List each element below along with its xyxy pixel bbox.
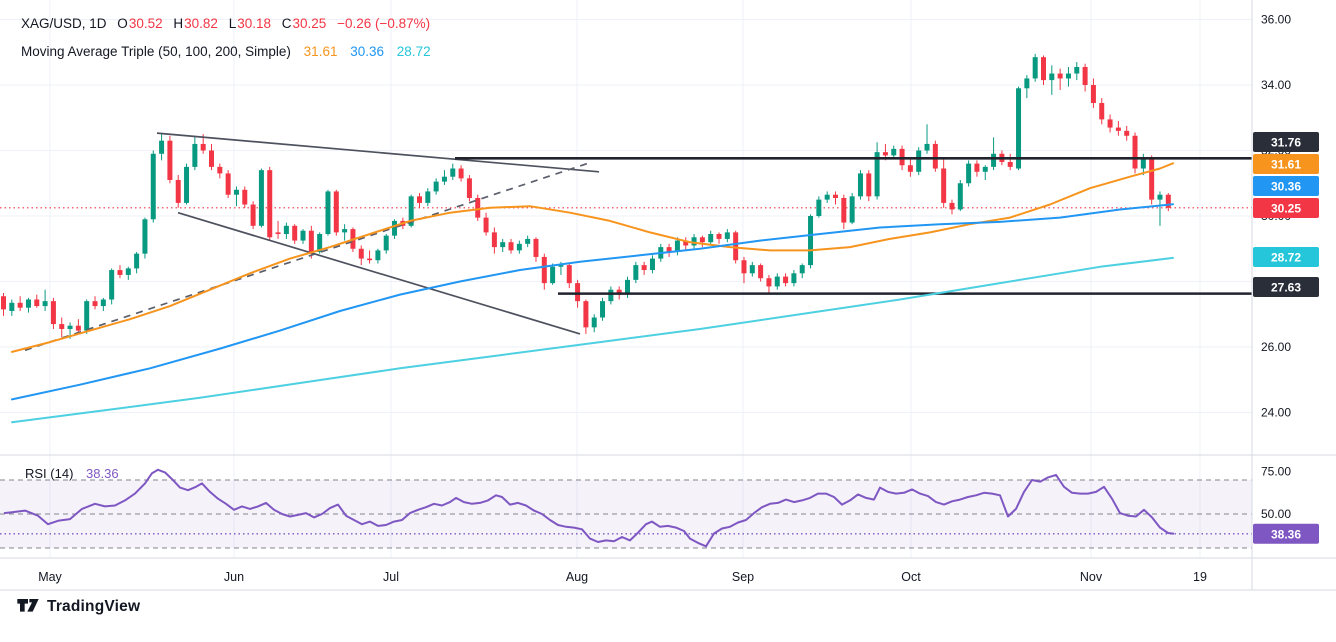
price-badge — [1253, 277, 1319, 297]
svg-text:26.00: 26.00 — [1261, 340, 1291, 354]
svg-text:Aug: Aug — [566, 570, 588, 584]
svg-text:36.00: 36.00 — [1261, 13, 1291, 27]
svg-text:Oct: Oct — [901, 570, 921, 584]
price-badge — [1253, 247, 1319, 267]
time-axis[interactable]: May Jun Jul Aug Sep Oct Nov 19 — [38, 570, 1207, 584]
change-value: −0.26 (−0.87%) — [337, 16, 431, 31]
pane-borders — [0, 0, 1336, 591]
ma100-line — [11, 203, 1174, 401]
svg-text:31.76: 31.76 — [1271, 136, 1301, 150]
svg-text:19: 19 — [1193, 570, 1207, 584]
tradingview-mark-icon — [17, 599, 39, 612]
svg-text:31.61: 31.61 — [1271, 158, 1301, 172]
candles-layer — [1, 53, 1171, 339]
high-label: H — [173, 16, 184, 31]
svg-text:75.00: 75.00 — [1261, 465, 1291, 479]
svg-text:28.72: 28.72 — [1271, 251, 1301, 265]
main-legend: XAG/USD, 1D O30.52 H30.82 L30.18 C30.25 … — [21, 14, 431, 62]
svg-text:34.00: 34.00 — [1261, 78, 1291, 92]
rsi-legend: RSI (14) 38.36 — [25, 466, 119, 481]
symbol-legend-row: XAG/USD, 1D O30.52 H30.82 L30.18 C30.25 … — [21, 14, 431, 34]
indicator-title[interactable]: Moving Average Triple (50, 100, 200, Sim… — [21, 44, 291, 59]
svg-text:May: May — [38, 570, 62, 584]
svg-text:30.36: 30.36 — [1271, 180, 1301, 194]
close-value: 30.25 — [292, 16, 327, 31]
ma200-value: 28.72 — [396, 44, 431, 59]
rsi-line — [3, 468, 1175, 548]
svg-text:27.63: 27.63 — [1271, 281, 1301, 295]
axis-mask — [1253, 0, 1336, 642]
price-badge — [1253, 176, 1319, 196]
rsi-axis[interactable]: 75.00 50.00 — [1261, 465, 1291, 522]
price-badge — [1253, 198, 1319, 218]
high-value: 30.82 — [184, 16, 218, 31]
moving-averages — [11, 162, 1174, 424]
tradingview-logo[interactable]: TradingView — [16, 596, 140, 618]
low-label: L — [228, 16, 237, 31]
open-value: 30.52 — [128, 16, 163, 31]
rsi-title[interactable]: RSI (14) — [25, 466, 74, 481]
ma50-line — [11, 162, 1174, 353]
open-label: O — [117, 16, 128, 31]
rsi-series — [3, 468, 1175, 548]
ma200-line — [11, 256, 1174, 424]
svg-text:Jul: Jul — [383, 570, 399, 584]
svg-text:Sep: Sep — [732, 570, 754, 584]
price-badge — [1253, 154, 1319, 174]
low-value: 30.18 — [237, 16, 271, 31]
close-label: C — [281, 16, 292, 31]
rsi-badge — [1253, 523, 1319, 544]
indicator-legend-row: Moving Average Triple (50, 100, 200, Sim… — [21, 42, 431, 62]
price-axis-badges: 31.76 31.61 30.36 30.25 28.72 27.63 38.36 — [1253, 132, 1319, 544]
svg-text:Nov: Nov — [1080, 570, 1103, 584]
svg-text:24.00: 24.00 — [1261, 406, 1291, 420]
symbol-title[interactable]: XAG/USD, 1D — [21, 16, 107, 31]
tradingview-brand-text: TradingView — [47, 598, 141, 615]
ma50-value: 31.61 — [303, 44, 338, 59]
svg-text:Jun: Jun — [224, 570, 244, 584]
svg-text:30.25: 30.25 — [1271, 202, 1301, 216]
price-badge — [1253, 132, 1319, 152]
drawing-objects[interactable] — [24, 132, 1252, 352]
rsi-value: 38.36 — [86, 466, 119, 481]
svg-text:38.36: 38.36 — [1271, 527, 1301, 541]
ma100-value: 30.36 — [350, 44, 385, 59]
svg-text:50.00: 50.00 — [1261, 507, 1291, 521]
